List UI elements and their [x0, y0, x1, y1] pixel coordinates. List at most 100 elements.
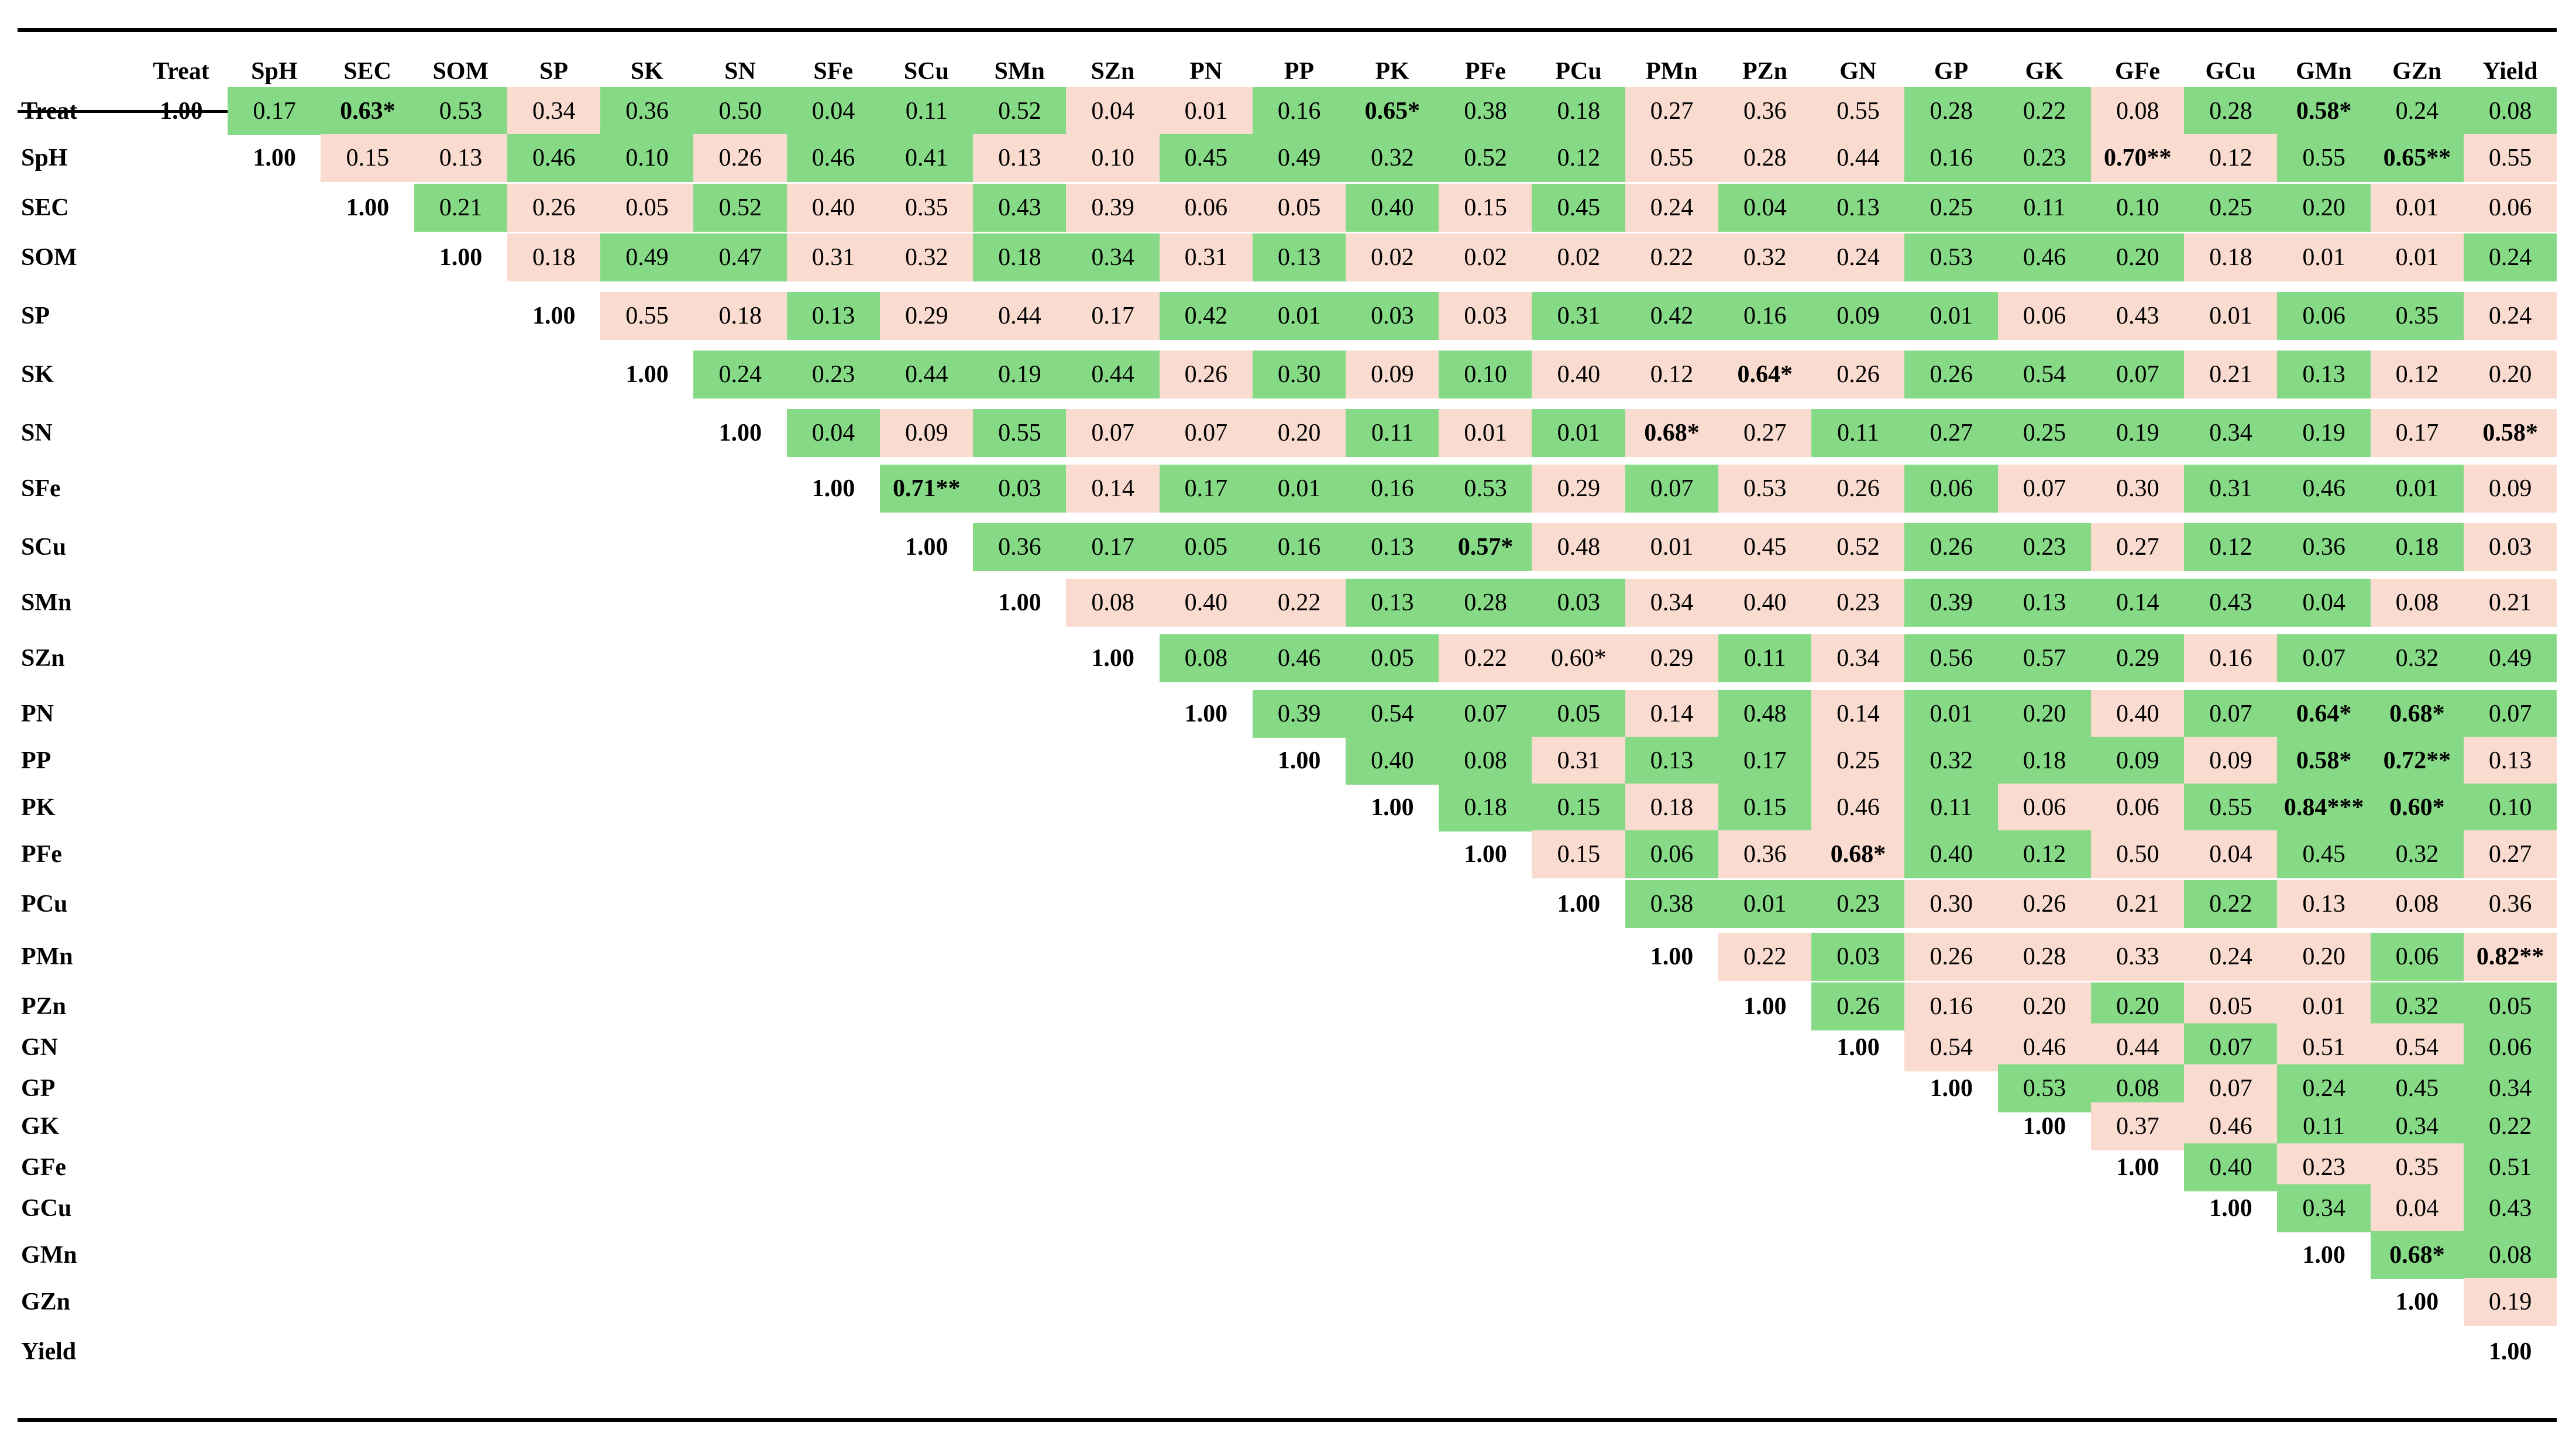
table-cell: 0.46 [786, 134, 881, 182]
table-cell: 0.24 [2370, 87, 2464, 135]
table-cell: 0.11 [2277, 1102, 2371, 1150]
table-cell: 0.42 [1625, 292, 1719, 340]
table-cell: 0.16 [1252, 87, 1346, 135]
table-cell: 0.13 [2277, 880, 2371, 928]
table-cell: 0.64* [2277, 690, 2371, 738]
row-label: PP [21, 747, 51, 774]
table-cell: 0.55 [600, 292, 694, 340]
table-cell: 0.01 [1904, 690, 1999, 738]
table-cell: 0.08 [1439, 737, 1532, 785]
table-cell: 0.34 [1811, 634, 1905, 682]
table-cell: 0.70** [2090, 134, 2185, 182]
table-cell: 0.58* [2463, 409, 2557, 457]
table-cell: 0.17 [1718, 737, 1812, 785]
table-cell: 0.22 [1625, 233, 1719, 281]
row-label: SEC [21, 194, 69, 221]
table-cell: 0.04 [786, 87, 881, 135]
diagonal-cell: 1.00 [2116, 1154, 2159, 1181]
table-cell: 0.21 [2184, 351, 2278, 398]
table-cell: 0.04 [1718, 184, 1812, 232]
table-cell: 0.18 [1625, 784, 1719, 832]
table-cell: 0.57 [1997, 634, 2092, 682]
diagonal-cell: 1.00 [1371, 794, 1414, 821]
table-cell: 0.02 [1346, 233, 1439, 281]
table-cell: 0.13 [1346, 579, 1439, 627]
column-header: GK [2025, 57, 2063, 85]
table-cell: 0.23 [1997, 523, 2092, 571]
table-cell: 0.15 [321, 134, 415, 182]
table-cell: 0.46 [1997, 1023, 2092, 1071]
table-cell: 0.30 [2090, 465, 2185, 513]
table-cell: 0.11 [879, 87, 974, 135]
table-cell: 0.52 [693, 184, 787, 232]
table-cell: 0.40 [1159, 579, 1253, 627]
column-header: SpH [251, 57, 298, 85]
table-cell: 0.16 [1346, 465, 1439, 513]
column-header: SFe [813, 57, 854, 85]
table-cell: 0.07 [2463, 690, 2557, 738]
table-cell: 0.09 [2463, 465, 2557, 513]
table-cell: 0.44 [2090, 1023, 2185, 1071]
table-cell: 0.32 [2370, 634, 2464, 682]
table-cell: 0.53 [1439, 465, 1532, 513]
table-cell: 0.57* [1439, 523, 1532, 571]
table-cell: 0.32 [2370, 830, 2464, 878]
table-cell: 0.11 [1718, 634, 1812, 682]
table-cell: 0.36 [1718, 830, 1812, 878]
row-label: GZn [21, 1289, 71, 1315]
row-label: GFe [21, 1154, 66, 1181]
table-cell: 0.27 [2463, 830, 2557, 878]
table-cell: 0.17 [1066, 523, 1160, 571]
table-cell: 0.26 [1904, 523, 1999, 571]
column-header: GZn [2392, 57, 2442, 85]
table-cell: 0.34 [2184, 409, 2278, 457]
table-cell: 0.11 [1904, 784, 1999, 832]
table-cell: 0.27 [1904, 409, 1999, 457]
table-cell: 0.13 [2463, 737, 2557, 785]
table-cell: 0.05 [1532, 690, 1626, 738]
table-cell: 0.26 [507, 184, 601, 232]
diagonal-cell: 1.00 [998, 589, 1041, 616]
table-cell: 0.46 [1811, 784, 1905, 832]
table-cell: 0.31 [1159, 233, 1253, 281]
table-cell: 0.55 [2463, 134, 2557, 182]
table-cell: 0.33 [2090, 933, 2185, 981]
table-cell: 0.34 [2277, 1184, 2371, 1232]
table-cell: 0.23 [786, 351, 881, 398]
table-cell: 0.10 [1439, 351, 1532, 398]
column-header: SK [630, 57, 663, 85]
table-cell: 0.52 [1439, 134, 1532, 182]
column-header: SCu [903, 57, 949, 85]
column-header: PMn [1645, 57, 1698, 85]
table-cell: 0.03 [1439, 292, 1532, 340]
table-cell: 0.23 [2277, 1143, 2371, 1191]
table-cell: 0.18 [2370, 523, 2464, 571]
table-cell: 0.34 [1066, 233, 1160, 281]
table-cell: 0.18 [1532, 87, 1626, 135]
diagonal-cell: 1.00 [1836, 1034, 1880, 1061]
table-cell: 0.34 [2370, 1102, 2464, 1150]
table-cell: 0.60* [1532, 634, 1626, 682]
table-cell: 0.41 [879, 134, 974, 182]
diagonal-cell: 1.00 [346, 194, 390, 221]
table-cell: 0.06 [2370, 933, 2464, 981]
table-cell: 0.48 [1718, 690, 1812, 738]
table-cell: 0.54 [1997, 351, 2092, 398]
table-cell: 0.25 [1997, 409, 2092, 457]
diagonal-cell: 1.00 [160, 98, 203, 125]
table-cell: 0.20 [1997, 690, 2092, 738]
row-label: SK [21, 361, 54, 388]
table-cell: 0.26 [1904, 933, 1999, 981]
column-header: GMn [2296, 57, 2352, 85]
table-cell: 0.26 [1811, 351, 1905, 398]
table-cell: 0.13 [1625, 737, 1719, 785]
table-cell: 0.45 [2277, 830, 2371, 878]
table-cell: 0.01 [1532, 409, 1626, 457]
table-cell: 0.29 [2090, 634, 2185, 682]
column-header: SOM [432, 57, 489, 85]
table-cell: 0.10 [2463, 784, 2557, 832]
table-cell: 0.14 [1625, 690, 1719, 738]
row-label: PFe [21, 841, 62, 868]
column-header: Yield [2482, 57, 2538, 85]
diagonal-cell: 1.00 [2209, 1195, 2252, 1222]
